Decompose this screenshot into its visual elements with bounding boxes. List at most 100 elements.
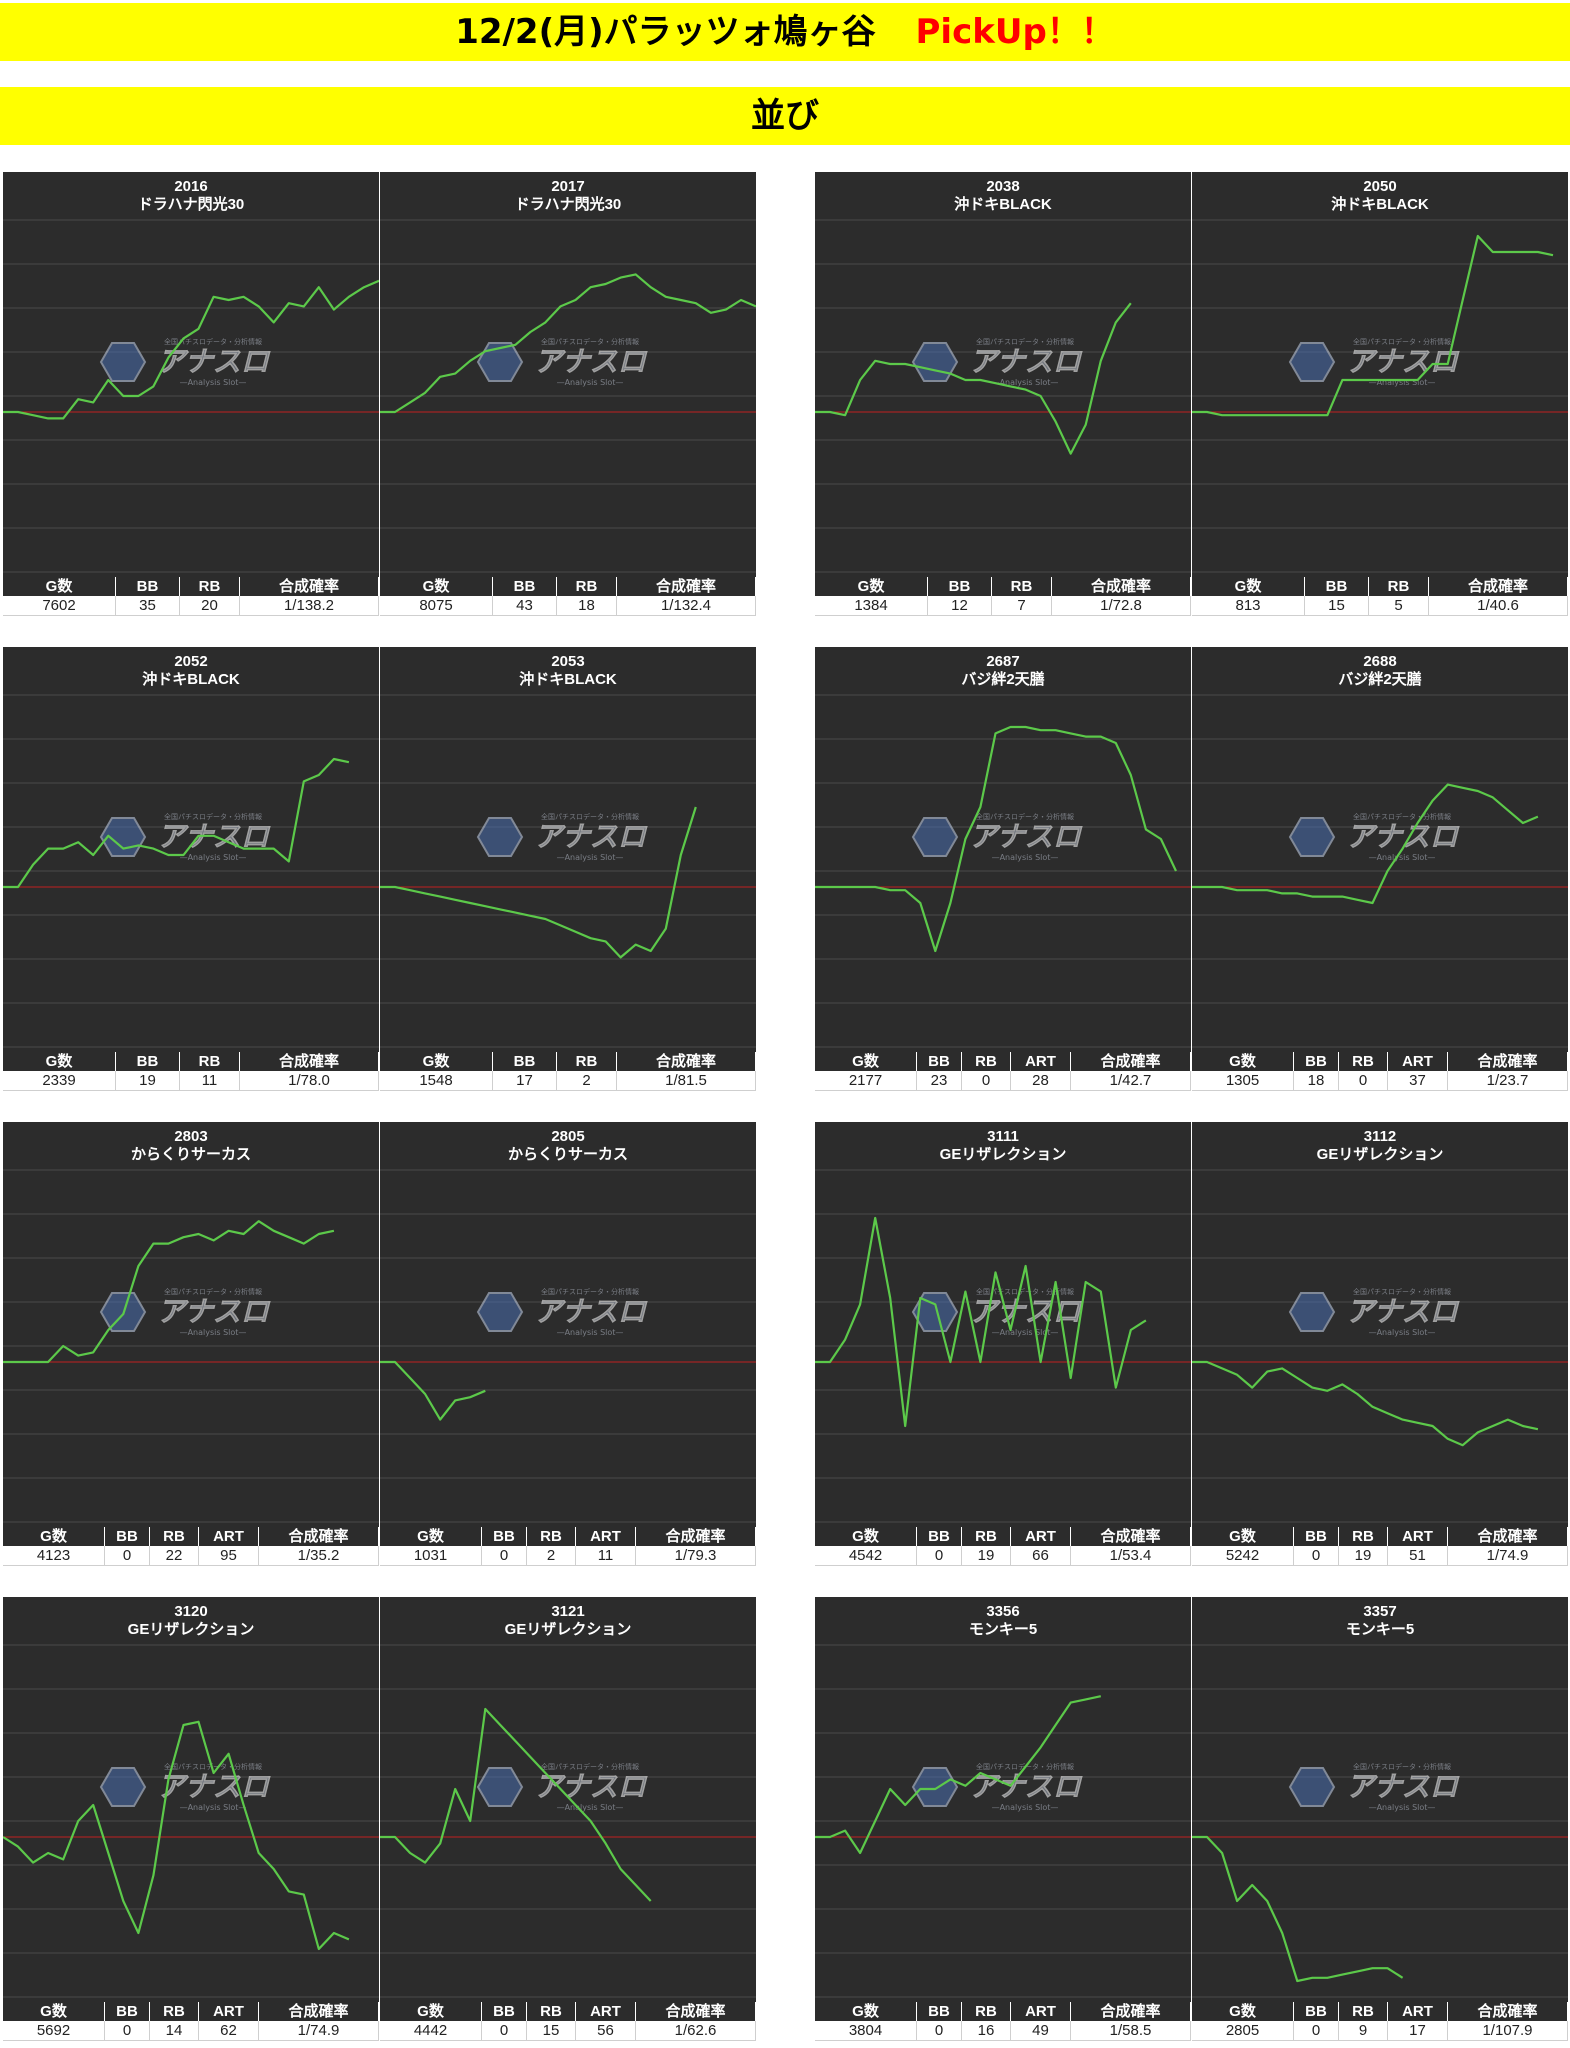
stats-header-cell: RB xyxy=(962,1527,1011,1546)
watermark-text: アナスロ xyxy=(157,1770,270,1803)
watermark-sub: —Analysis Slot— xyxy=(1369,378,1436,387)
stats-value-cell: 0 xyxy=(482,2021,527,2040)
stats-header-cell: BB xyxy=(482,2002,527,2021)
watermark-sub: —Analysis Slot— xyxy=(557,378,624,387)
stats-value-cell: 1/72.8 xyxy=(1052,596,1191,615)
series-line xyxy=(815,1695,1102,1855)
watermark-hex-icon xyxy=(911,342,959,382)
stats-header-cell: RB xyxy=(557,577,617,596)
stats-header-cell: ART xyxy=(1388,1527,1448,1546)
chart-area: 2052 沖ドキBLACK アナスロ 全国パチスロデータ・分析情報 —Analysis … xyxy=(3,647,379,1052)
stats-value-cell: 4542 xyxy=(815,1546,917,1565)
watermark-sub: —Analysis Slot— xyxy=(557,1803,624,1812)
stats-header-row: G数 BB RB ART 合成確率 xyxy=(815,2002,1191,2021)
stats-header-row: G数 BB RB 合成確率 xyxy=(815,577,1191,596)
stats-header-cell: 合成確率 xyxy=(636,1527,756,1546)
stats-header-cell: BB xyxy=(116,577,180,596)
machine-number: 2687 xyxy=(986,653,1020,670)
stats-value-cell: 23 xyxy=(917,1071,962,1090)
stats-header-cell: BB xyxy=(1294,1052,1339,1071)
stats-header-cell: G数 xyxy=(380,577,493,596)
stats-header-row: G数 BB RB ART 合成確率 xyxy=(815,1527,1191,1546)
stats-value-cell: 7 xyxy=(992,596,1052,615)
stats-header-cell: G数 xyxy=(380,1527,482,1546)
watermark-hex-icon xyxy=(99,342,147,382)
section-title: 並び xyxy=(751,96,819,136)
machine-panel-3121: 3121 GEリザレクション アナスロ 全国パチスロデータ・分析情報 —Analysis… xyxy=(380,1597,756,2041)
stats-header-row: G数 BB RB 合成確率 xyxy=(3,1052,379,1071)
stats-value-row: 1548 17 2 1/81.5 xyxy=(380,1071,756,1091)
stats-header-cell: RB xyxy=(180,1052,240,1071)
watermark-text: アナスロ xyxy=(969,820,1082,853)
watermark-hex-icon xyxy=(911,1292,959,1332)
watermark-sub: —Analysis Slot— xyxy=(1369,1328,1436,1337)
chart-area: 2687 バジ絆2天膳 アナスロ 全国パチスロデータ・分析情報 —Analysis Sl… xyxy=(815,647,1191,1052)
chart-area: 2805 からくりサーカス アナスロ 全国パチスロデータ・分析情報 —Analysis … xyxy=(380,1122,756,1527)
series-line xyxy=(380,273,756,414)
watermark-sub: —Analysis Slot— xyxy=(1369,1803,1436,1812)
watermark-top: 全国パチスロデータ・分析情報 xyxy=(1353,337,1451,346)
stats-header-cell: ART xyxy=(576,2002,636,2021)
watermark-sub: —Analysis Slot— xyxy=(557,853,624,862)
watermark-text: アナスロ xyxy=(534,820,647,853)
chart-area: 3112 GEリザレクション アナスロ 全国パチスロデータ・分析情報 —Analysis… xyxy=(1192,1122,1568,1527)
stats-header-cell: 合成確率 xyxy=(617,577,756,596)
stats-value-cell: 1/81.5 xyxy=(617,1071,756,1090)
watermark-text: アナスロ xyxy=(157,345,270,378)
machine-name: GEリザレクション xyxy=(939,1146,1067,1163)
stats-value-cell: 1305 xyxy=(1192,1071,1294,1090)
stats-header-cell: G数 xyxy=(815,1052,917,1071)
stats-header-cell: BB xyxy=(105,1527,150,1546)
stats-value-cell: 15 xyxy=(527,2021,576,2040)
stats-value-cell: 1/74.9 xyxy=(1448,1546,1568,1565)
stats-value-cell: 17 xyxy=(1388,2021,1448,2040)
stats-value-cell: 813 xyxy=(1192,596,1305,615)
watermark-sub: —Analysis Slot— xyxy=(180,1803,247,1812)
stats-value-cell: 56 xyxy=(576,2021,636,2040)
machine-name: GEリザレクション xyxy=(1316,1146,1444,1163)
watermark-top: 全国パチスロデータ・分析情報 xyxy=(164,1762,262,1771)
watermark-hex-icon xyxy=(99,1767,147,1807)
stats-header-cell: BB xyxy=(1294,2002,1339,2021)
watermark-sub: —Analysis Slot— xyxy=(1369,853,1436,862)
series-line xyxy=(380,806,697,959)
stats-value-row: 4542 0 19 66 1/53.4 xyxy=(815,1546,1191,1566)
chart-area: 3111 GEリザレクション アナスロ 全国パチスロデータ・分析情報 —Analysis… xyxy=(815,1122,1191,1527)
watermark-top: 全国パチスロデータ・分析情報 xyxy=(164,1287,262,1296)
watermark-text: アナスロ xyxy=(534,1770,647,1803)
stats-value-cell: 9 xyxy=(1339,2021,1388,2040)
stats-value-cell: 51 xyxy=(1388,1546,1448,1565)
stats-header-cell: RB xyxy=(527,2002,576,2021)
chart-area: 3120 GEリザレクション アナスロ 全国パチスロデータ・分析情報 —Analysis… xyxy=(3,1597,379,2002)
stats-header-cell: BB xyxy=(105,2002,150,2021)
stats-header-cell: BB xyxy=(493,1052,557,1071)
watermark-hex-icon xyxy=(476,1292,524,1332)
stats-header-cell: RB xyxy=(180,577,240,596)
stats-value-cell: 18 xyxy=(557,596,617,615)
series-line xyxy=(1192,1360,1539,1447)
stats-header-cell: 合成確率 xyxy=(240,1052,379,1071)
series-line xyxy=(1192,783,1539,905)
stats-value-cell: 37 xyxy=(1388,1071,1448,1090)
machine-number: 3120 xyxy=(174,1603,208,1620)
chart-area: 2688 バジ絆2天膳 アナスロ 全国パチスロデータ・分析情報 —Analysis Sl… xyxy=(1192,647,1568,1052)
stats-value-cell: 1/23.7 xyxy=(1448,1071,1568,1090)
stats-header-cell: RB xyxy=(150,1527,199,1546)
stats-value-cell: 35 xyxy=(116,596,180,615)
series-line xyxy=(3,279,379,420)
stats-value-cell: 95 xyxy=(199,1546,259,1565)
stats-value-cell: 0 xyxy=(917,1546,962,1565)
watermark-hex-icon xyxy=(476,1767,524,1807)
stats-value-cell: 1/107.9 xyxy=(1448,2021,1568,2040)
stats-value-cell: 49 xyxy=(1011,2021,1071,2040)
machine-number: 3356 xyxy=(986,1603,1020,1620)
stats-header-cell: RB xyxy=(527,1527,576,1546)
